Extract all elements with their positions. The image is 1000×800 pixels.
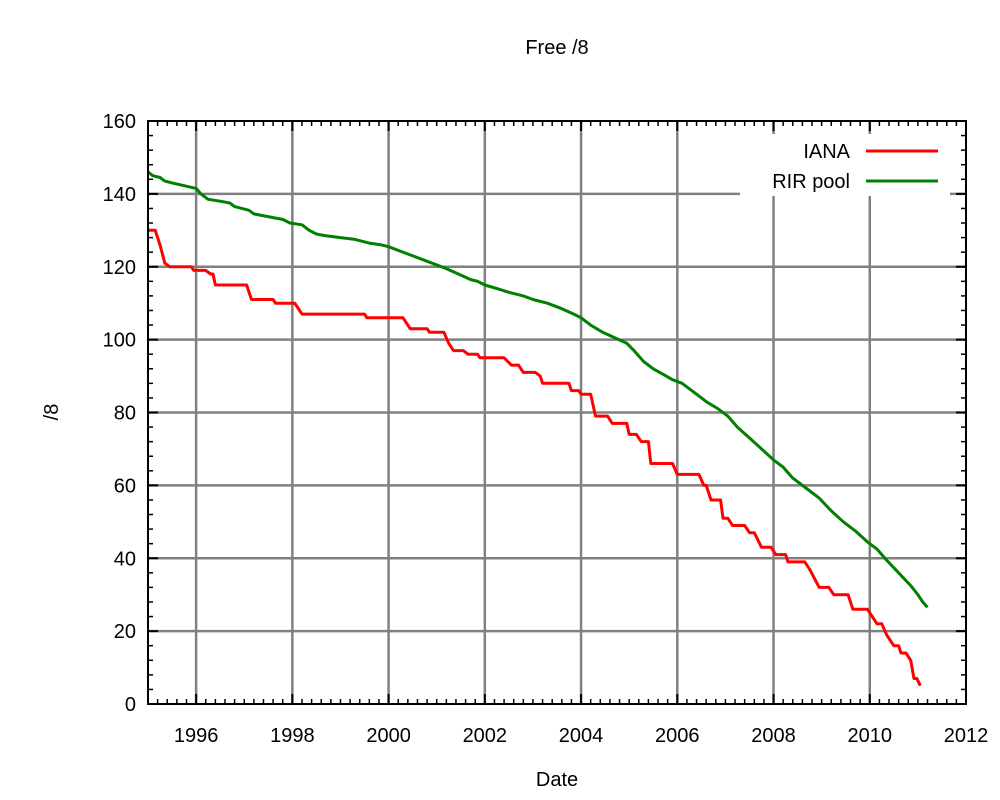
x-tick-label: 2000 bbox=[366, 725, 411, 747]
x-tick-label: 2010 bbox=[848, 725, 893, 747]
series-line-rir-pool bbox=[147, 170, 929, 609]
tick-labels: 0 20 40 60 80 100 120 140 160 1996 1998 2000 2002 200… bbox=[103, 111, 989, 747]
axes bbox=[147, 120, 967, 705]
y-tick-label: 80 bbox=[114, 403, 136, 425]
y-tick-label: 20 bbox=[114, 621, 136, 643]
chart-title: Free /8 bbox=[525, 37, 588, 59]
y-tick-label: 100 bbox=[103, 330, 136, 352]
x-tick-label: 2012 bbox=[944, 725, 989, 747]
y-tick-label: 140 bbox=[103, 184, 136, 206]
legend-label-iana: IANA bbox=[803, 141, 850, 163]
x-tick-label: 1998 bbox=[270, 725, 315, 747]
x-tick-label: 2006 bbox=[655, 725, 700, 747]
y-tick-label: 160 bbox=[103, 111, 136, 133]
y-tick-label: 40 bbox=[114, 548, 136, 570]
y-tick-label: 60 bbox=[114, 475, 136, 497]
y-axis-label: /8 bbox=[41, 404, 63, 421]
x-tick-label: 1996 bbox=[174, 725, 219, 747]
series-line-iana bbox=[148, 228, 922, 687]
plot-series bbox=[147, 170, 929, 687]
plot-border bbox=[147, 120, 967, 705]
x-tick-label: 2004 bbox=[559, 725, 604, 747]
x-tick-label: 2008 bbox=[751, 725, 796, 747]
y-tick-label: 0 bbox=[125, 694, 136, 716]
legend-background bbox=[740, 134, 950, 196]
x-tick-label: 2002 bbox=[463, 725, 508, 747]
x-axis-label: Date bbox=[536, 769, 578, 791]
legend: IANA RIR pool bbox=[740, 134, 950, 196]
y-tick-label: 120 bbox=[103, 257, 136, 279]
legend-label-rir-pool: RIR pool bbox=[772, 171, 850, 193]
grid bbox=[148, 121, 966, 704]
